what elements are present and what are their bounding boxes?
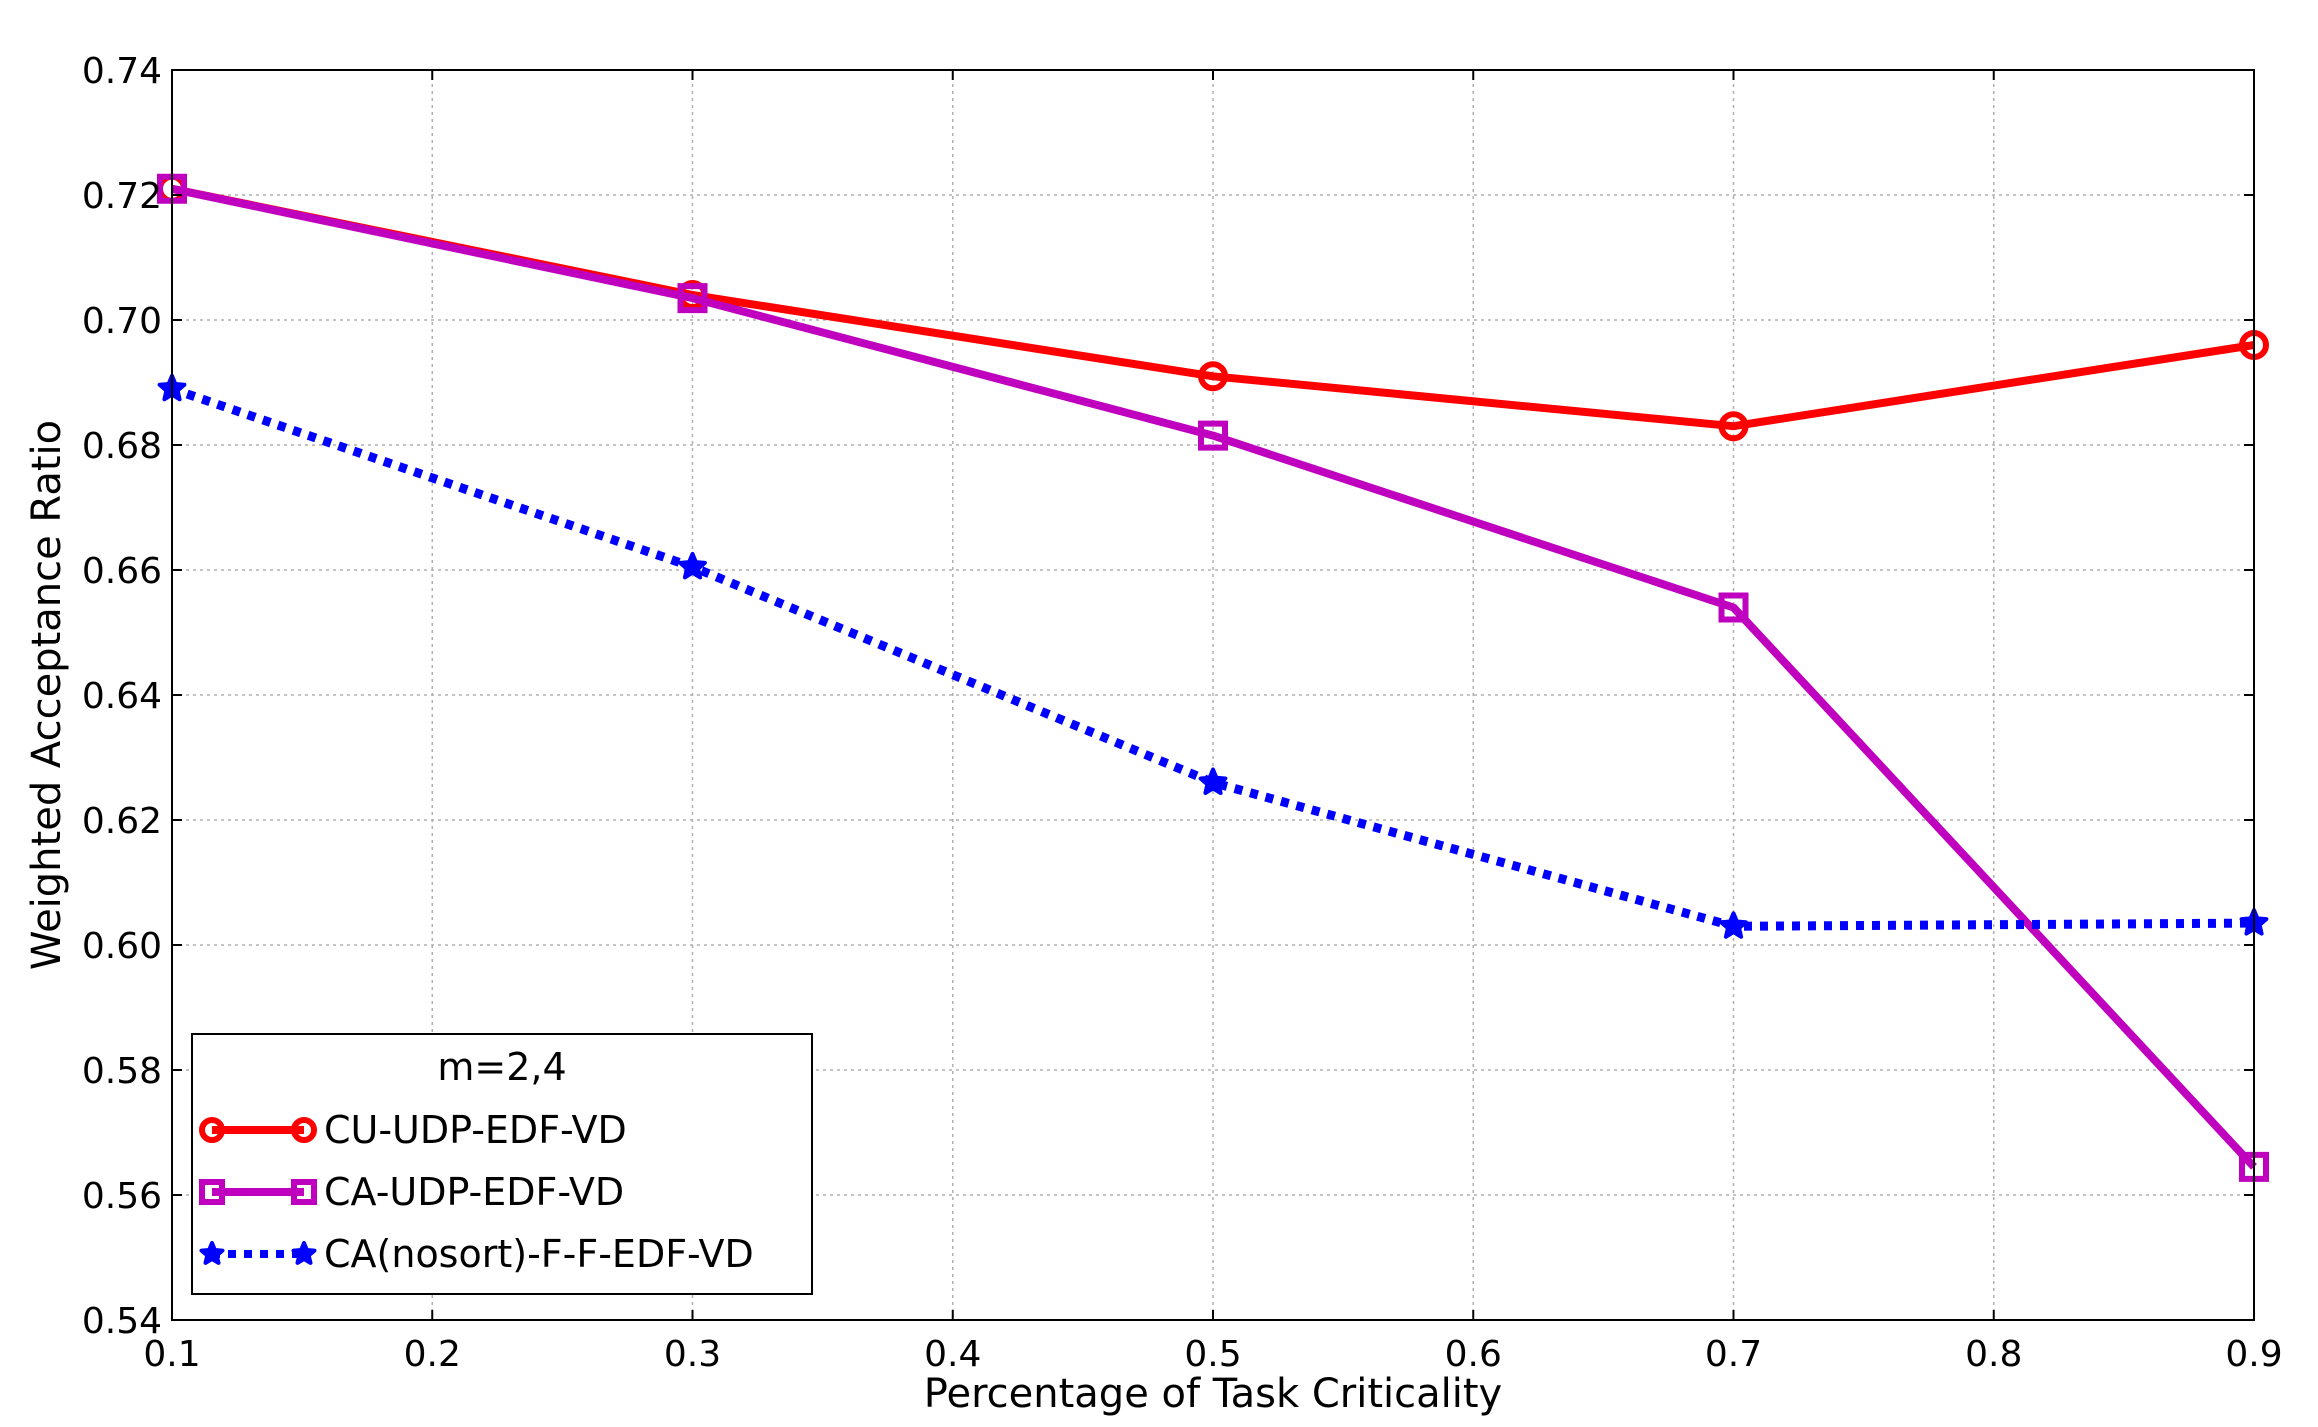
- x-tick-label: 0.6: [1445, 1334, 1502, 1375]
- y-tick-label: 0.54: [82, 1301, 162, 1342]
- x-tick-label: 0.7: [1705, 1334, 1762, 1375]
- series-line: [171, 184, 2257, 1170]
- legend-marker: [291, 1179, 317, 1205]
- y-tick-label: 0.60: [82, 926, 162, 967]
- y-tick-label: 0.70: [82, 301, 162, 342]
- data-point: [1198, 361, 1228, 392]
- y-tick-label: 0.66: [82, 551, 162, 592]
- data-point: [1198, 767, 1228, 795]
- legend-marker: [199, 1117, 225, 1143]
- series-square: [157, 173, 2269, 1182]
- legend-label: CU-UDP-EDF-VD: [324, 1108, 627, 1152]
- x-tick-label: 0.2: [404, 1334, 461, 1375]
- legend-label: CA(nosort)-F-F-EDF-VD: [324, 1232, 754, 1276]
- x-tick-label: 0.4: [924, 1334, 981, 1375]
- legend-entry: CU-UDP-EDF-VD: [199, 1108, 627, 1152]
- y-tick-label: 0.64: [82, 676, 162, 717]
- legend: m=2,4 CU-UDP-EDF-VD CA-UDP-EDF-VD CA(nosor…: [191, 1033, 813, 1295]
- legend-label: CA-UDP-EDF-VD: [324, 1170, 624, 1214]
- x-tick-label: 0.5: [1184, 1334, 1241, 1375]
- x-tick-label: 0.3: [664, 1334, 721, 1375]
- legend-entry: CA-UDP-EDF-VD: [199, 1170, 624, 1214]
- data-point: [1718, 592, 1749, 623]
- x-axis-label: Percentage of Task Criticality: [924, 1371, 1502, 1417]
- y-tick-label: 0.72: [82, 176, 162, 217]
- legend-title: m=2,4: [437, 1045, 566, 1089]
- y-tick-label: 0.56: [82, 1176, 162, 1217]
- x-tick-label: 0.1: [143, 1334, 200, 1375]
- axis-ticks: 0.1 0.2 0.3 0.4 0.5 0.6 0.7 0.8 0.9 0.54 0.56 0.58 0…: [82, 51, 2283, 1375]
- y-tick-label: 0.58: [82, 1051, 162, 1092]
- legend-marker: [199, 1241, 225, 1265]
- legend-marker: [291, 1241, 317, 1265]
- series-lines: [157, 173, 2269, 1182]
- data-point: [677, 283, 708, 314]
- x-tick-label: 0.8: [1965, 1334, 2022, 1375]
- x-tick-label: 0.9: [2225, 1334, 2282, 1375]
- data-point: [678, 551, 707, 580]
- data-point: [1198, 420, 1228, 451]
- y-tick-label: 0.68: [82, 426, 162, 467]
- data-point: [1718, 411, 1749, 442]
- legend-marker: [291, 1117, 317, 1143]
- y-axis-label: Weighted Acceptance Ratio: [24, 420, 70, 970]
- data-point: [1719, 911, 1748, 939]
- legend-marker: [199, 1179, 225, 1205]
- y-tick-label: 0.62: [82, 801, 162, 842]
- series-star: [157, 373, 2269, 939]
- y-tick-label: 0.74: [82, 51, 162, 92]
- legend-entry: CA(nosort)-F-F-EDF-VD: [199, 1232, 754, 1276]
- series-line: [170, 384, 2255, 931]
